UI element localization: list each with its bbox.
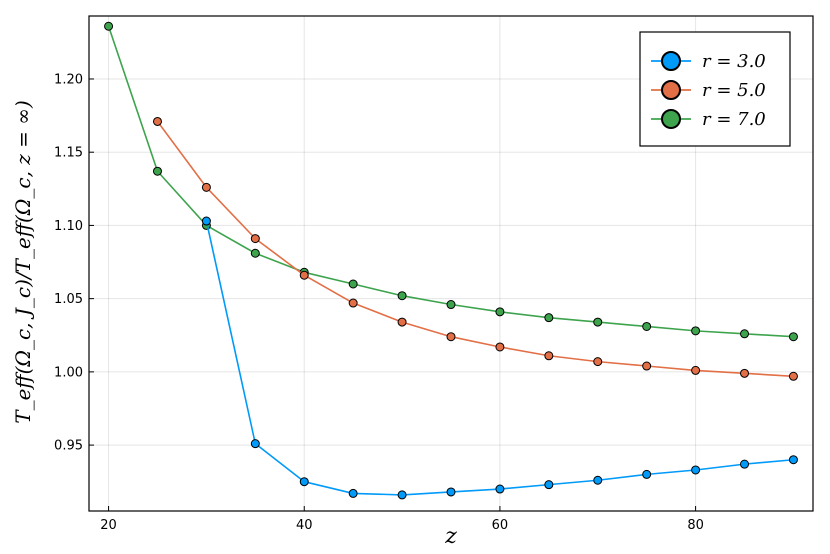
y-tick-label: 1.00 xyxy=(54,365,83,380)
legend-label: r = 7.0 xyxy=(702,109,766,130)
data-point xyxy=(642,321,652,331)
legend-marker xyxy=(661,109,681,129)
x-tick-label: 20 xyxy=(100,518,117,533)
y-axis-label: T_eff(Ω_c, J_c)/T_eff(Ω_c, z = ∞) xyxy=(11,100,35,424)
x-tick-label: 40 xyxy=(296,518,313,533)
data-point xyxy=(299,477,309,487)
x-tick-label: 80 xyxy=(687,518,704,533)
series-layer xyxy=(104,21,798,500)
legend-marker xyxy=(661,80,681,100)
legend: r = 3.0 r = 5.0 r = 7.0 xyxy=(639,31,791,147)
data-point xyxy=(642,361,652,371)
legend-label: r = 5.0 xyxy=(702,80,766,101)
data-point xyxy=(593,357,603,367)
data-point xyxy=(152,116,162,126)
axis-ticks: 20 40 60 80 0.95 1.00 1.05 1.10 1.15 1.20 xyxy=(54,72,704,533)
data-point xyxy=(740,459,750,469)
data-point xyxy=(250,439,260,449)
data-point xyxy=(642,469,652,479)
data-point xyxy=(691,465,701,475)
data-point xyxy=(152,166,162,176)
legend-label: r = 3.0 xyxy=(702,51,766,72)
data-point xyxy=(544,480,554,490)
data-point xyxy=(788,455,798,465)
data-point xyxy=(201,182,211,192)
data-point xyxy=(397,490,407,500)
legend-item: r = 7.0 xyxy=(651,109,766,130)
data-point xyxy=(691,365,701,375)
y-tick-label: 0.95 xyxy=(54,439,83,454)
data-point xyxy=(348,488,358,498)
data-point xyxy=(201,216,211,226)
data-point xyxy=(104,21,114,31)
y-tick-label: 1.20 xyxy=(54,72,83,87)
plot-frame xyxy=(88,15,814,512)
legend-marker xyxy=(661,51,681,71)
y-tick-label: 1.05 xyxy=(54,292,83,307)
data-point xyxy=(250,248,260,258)
data-point xyxy=(788,371,798,381)
data-point xyxy=(495,307,505,317)
legend-item: r = 3.0 xyxy=(651,51,766,72)
x-tick-label: 60 xyxy=(492,518,509,533)
data-point xyxy=(348,279,358,289)
data-point xyxy=(446,300,456,310)
data-point xyxy=(593,317,603,327)
x-axis-label: z xyxy=(444,524,457,549)
data-point xyxy=(740,329,750,339)
legend-item: r = 5.0 xyxy=(651,80,766,101)
data-point xyxy=(740,368,750,378)
data-point xyxy=(446,487,456,497)
series-r-7-0 xyxy=(104,21,798,342)
data-point xyxy=(593,475,603,485)
data-point xyxy=(397,291,407,301)
series-r-3-0 xyxy=(201,216,798,500)
y-tick-label: 1.10 xyxy=(54,219,83,234)
data-point xyxy=(397,317,407,327)
y-tick-label: 1.15 xyxy=(54,146,83,161)
data-point xyxy=(495,342,505,352)
series-line xyxy=(156,120,794,378)
data-point xyxy=(250,234,260,244)
data-point xyxy=(299,270,309,280)
data-point xyxy=(544,351,554,361)
data-point xyxy=(348,298,358,308)
data-point xyxy=(691,326,701,336)
data-point xyxy=(495,484,505,494)
data-point xyxy=(544,313,554,323)
data-point xyxy=(788,332,798,342)
data-point xyxy=(446,332,456,342)
series-r-5-0 xyxy=(152,116,798,381)
